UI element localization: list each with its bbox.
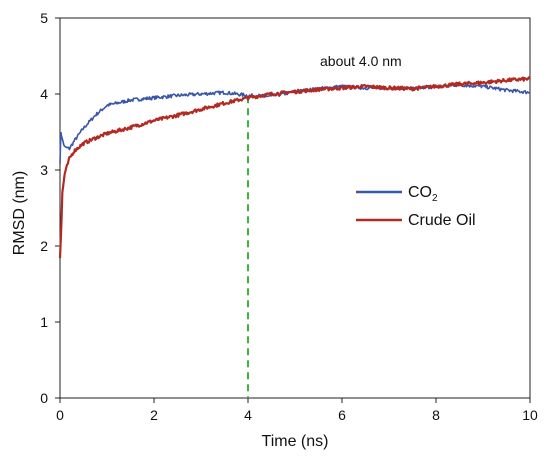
x-tick-label: 10 [522, 407, 538, 423]
annotation-text: about 4.0 nm [320, 53, 402, 69]
x-tick-label: 8 [432, 407, 440, 423]
x-axis-ticks: 0 2 4 6 8 10 [56, 398, 538, 423]
x-tick-label: 4 [244, 407, 252, 423]
x-axis-title: Time (ns) [262, 433, 329, 450]
y-tick-label: 4 [40, 86, 48, 102]
legend-label-co2: CO2 [408, 184, 438, 204]
legend-label-crude-oil: Crude Oil [408, 212, 476, 229]
y-tick-label: 3 [40, 162, 48, 178]
x-tick-label: 6 [338, 407, 346, 423]
x-tick-label: 2 [150, 407, 158, 423]
y-tick-label: 5 [40, 10, 48, 26]
series-layer [58, 76, 531, 259]
plot-frame [59, 17, 531, 399]
y-tick-label: 1 [40, 314, 48, 330]
y-tick-label: 2 [40, 238, 48, 254]
y-axis-ticks: 0 1 2 3 4 5 [40, 10, 60, 406]
x-tick-label: 0 [56, 407, 64, 423]
legend: CO2 Crude Oil [356, 184, 476, 229]
y-axis-title: RMSD (nm) [11, 171, 28, 255]
series-line-crude-oil [58, 76, 531, 259]
y-tick-label: 0 [40, 390, 48, 406]
